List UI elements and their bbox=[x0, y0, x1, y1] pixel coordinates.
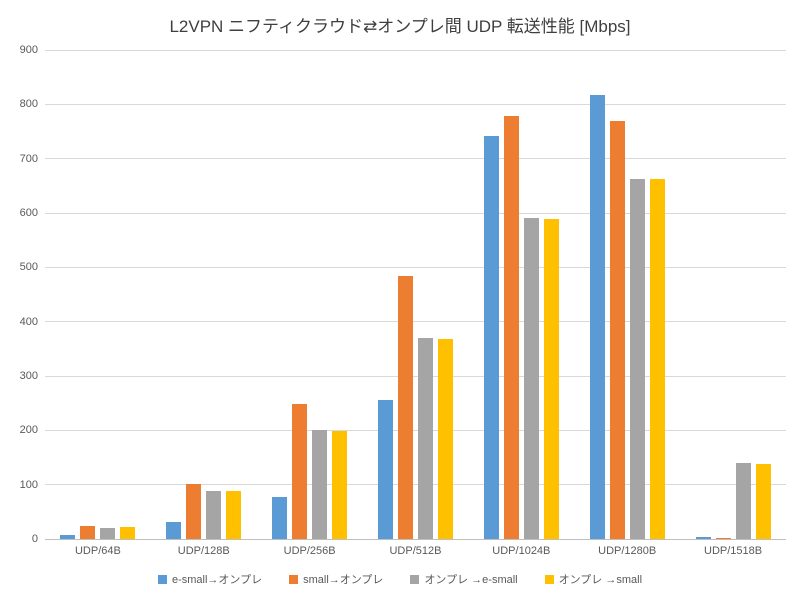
legend-item: e-small→オンプレ bbox=[157, 571, 263, 587]
bar bbox=[226, 491, 242, 539]
bar bbox=[186, 483, 202, 539]
gridline bbox=[45, 321, 786, 323]
gridline bbox=[45, 212, 786, 214]
legend: e-small→オンプレ small→オンプレ オンプレ →e-small オンプレ … bbox=[0, 571, 800, 587]
legend-label: small→オンプレ bbox=[303, 574, 384, 586]
bar-group bbox=[468, 50, 574, 539]
bar bbox=[589, 94, 605, 539]
gridline bbox=[45, 49, 786, 51]
chart-title: L2VPN ニフティクラウド⇄オンプレ間 UDP 転送性能 [Mbps] bbox=[169, 17, 631, 36]
y-tick-label: 500 bbox=[19, 261, 38, 274]
bar bbox=[437, 339, 453, 539]
bar-group bbox=[680, 50, 786, 539]
gridline bbox=[45, 266, 786, 268]
bar-group bbox=[257, 50, 363, 539]
x-tick-label: UDP/128B bbox=[177, 545, 230, 557]
bar bbox=[120, 527, 136, 539]
gridline bbox=[45, 484, 786, 486]
bar bbox=[503, 116, 519, 539]
bar bbox=[397, 276, 413, 539]
legend-item: オンプレ →small bbox=[544, 571, 643, 587]
legend-swatch bbox=[410, 574, 420, 584]
x-tick-label: UDP/64B bbox=[74, 545, 121, 557]
x-tick-label: UDP/256B bbox=[283, 545, 336, 557]
y-tick-label: 100 bbox=[19, 478, 38, 491]
x-tick-label: UDP/1280B bbox=[598, 545, 657, 557]
x-tick-label: UDP/1518B bbox=[704, 545, 763, 557]
bar bbox=[629, 178, 645, 539]
bar bbox=[80, 525, 96, 539]
bar bbox=[735, 463, 751, 539]
bar bbox=[292, 403, 308, 539]
legend-item: オンプレ →e-small bbox=[410, 571, 518, 587]
x-tick-label: UDP/512B bbox=[389, 545, 442, 557]
gridline bbox=[45, 103, 786, 105]
gridline bbox=[45, 158, 786, 160]
bar bbox=[166, 522, 182, 539]
bar bbox=[609, 120, 625, 539]
bar bbox=[417, 337, 433, 539]
bar bbox=[206, 490, 222, 539]
legend-label: e-small→オンプレ bbox=[171, 574, 263, 586]
gridline bbox=[45, 375, 786, 377]
bar bbox=[543, 218, 559, 539]
y-tick-label: 600 bbox=[19, 207, 38, 219]
legend-item: small→オンプレ bbox=[289, 571, 383, 587]
bar-group bbox=[151, 50, 257, 539]
plot-area bbox=[45, 49, 786, 540]
bar bbox=[483, 136, 499, 539]
bar-group bbox=[45, 50, 151, 539]
legend-swatch bbox=[289, 574, 299, 584]
bar bbox=[715, 537, 731, 539]
bar bbox=[523, 217, 539, 539]
bar-group bbox=[363, 50, 469, 539]
y-tick-label: 800 bbox=[19, 98, 38, 111]
y-tick-label: 0 bbox=[31, 533, 38, 545]
y-tick-label: 900 bbox=[19, 44, 38, 56]
y-tick-label: 400 bbox=[19, 315, 38, 328]
legend-swatch bbox=[157, 574, 167, 584]
bar bbox=[377, 400, 393, 539]
bar bbox=[695, 537, 711, 539]
legend-swatch bbox=[544, 574, 554, 584]
bar bbox=[649, 179, 665, 539]
bar bbox=[272, 496, 288, 539]
x-tick-label: UDP/1024B bbox=[492, 545, 551, 557]
y-tick-label: 700 bbox=[19, 152, 38, 165]
bar bbox=[60, 535, 76, 539]
legend-label: オンプレ →e-small bbox=[424, 574, 518, 586]
bar bbox=[755, 464, 771, 539]
y-tick-label: 200 bbox=[19, 424, 38, 437]
bar bbox=[332, 430, 348, 539]
legend-label: オンプレ →small bbox=[558, 574, 643, 586]
bar bbox=[312, 430, 328, 539]
x-axis-line bbox=[45, 538, 786, 540]
bar-group bbox=[574, 50, 680, 539]
bar bbox=[100, 528, 116, 539]
y-tick-label: 300 bbox=[19, 370, 38, 382]
gridline bbox=[45, 429, 786, 431]
